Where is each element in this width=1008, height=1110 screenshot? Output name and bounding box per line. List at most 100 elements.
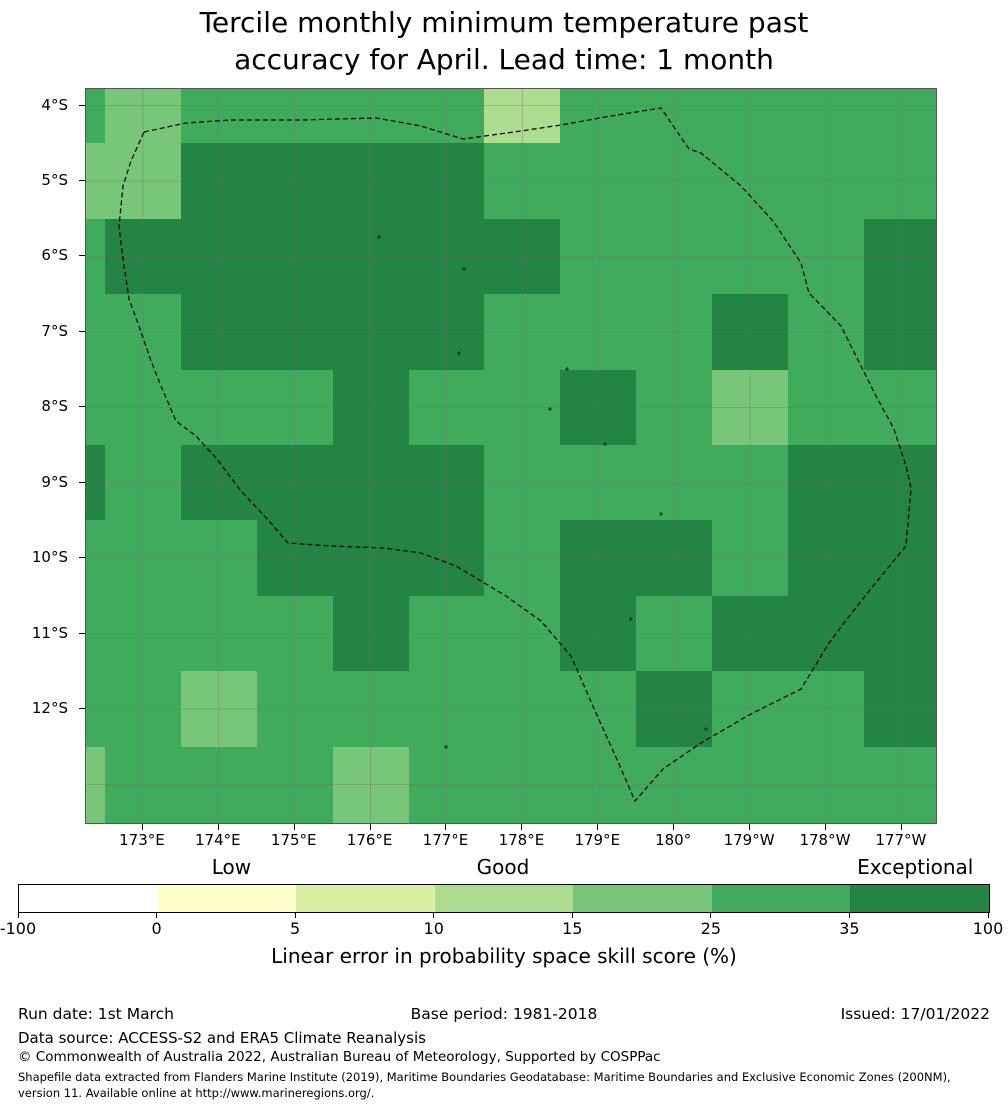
heatmap-cell	[104, 746, 181, 823]
y-tick-label: 9°S	[41, 472, 68, 491]
shapefile-note-text: Shapefile data extracted from Flanders M…	[18, 1070, 951, 1101]
heatmap-cell	[104, 294, 181, 370]
heatmap-cell	[863, 218, 936, 295]
heatmap-cell	[180, 218, 257, 295]
heatmap-cell	[712, 595, 788, 672]
heatmap-cell	[788, 143, 864, 219]
heatmap-cell	[484, 294, 561, 370]
heatmap-cell	[863, 595, 936, 672]
colorbar-caption: Low	[211, 855, 252, 879]
heatmap-cell	[86, 520, 105, 596]
heatmap-cell	[332, 218, 409, 295]
y-tickmark	[79, 330, 85, 332]
colorbar-tick-label: 0	[151, 919, 162, 938]
x-tick-label: 175°E	[270, 831, 317, 849]
island-mark	[603, 442, 607, 446]
heatmap-cell	[256, 294, 333, 370]
colorbar-captions: Low Good Exceptional	[18, 855, 988, 881]
heatmap-cell	[104, 445, 181, 521]
y-tick-label: 8°S	[41, 397, 68, 416]
x-tick-label: 179°W	[723, 831, 775, 849]
x-tick-label: 176°E	[346, 831, 393, 849]
heatmap-cell	[484, 595, 561, 672]
colorbar-segment	[573, 885, 712, 912]
heatmap-cell	[104, 520, 181, 596]
heatmap-cell	[560, 445, 637, 521]
heatmap-cell	[104, 595, 181, 672]
heatmap-cell	[560, 143, 637, 219]
heatmap-cell	[484, 143, 561, 219]
heatmap-cell	[560, 369, 637, 446]
heatmap-cell	[484, 746, 561, 823]
heatmap-cell	[560, 671, 637, 747]
base-period-text: Base period: 1981-2018	[410, 1005, 598, 1023]
heatmap-cell	[86, 89, 105, 144]
colorbar-segment	[296, 885, 435, 912]
heatmap-cell	[86, 143, 105, 219]
heatmap-cell	[863, 746, 936, 823]
heatmap-cell	[484, 445, 561, 521]
heatmap-cell	[408, 143, 485, 219]
x-tickmark	[673, 824, 675, 830]
y-tickmark	[79, 708, 85, 710]
heatmap-cell	[332, 445, 409, 521]
heatmap-cell	[636, 369, 713, 446]
heatmap-cell	[863, 369, 936, 446]
colorbar-caption: Good	[476, 855, 530, 879]
heatmap-cell	[788, 294, 864, 370]
heatmap-cell	[86, 218, 105, 295]
y-tick-label: 6°S	[41, 246, 68, 265]
heatmap-map	[85, 88, 937, 824]
heatmap-cell	[332, 595, 409, 672]
heatmap-cell	[484, 218, 561, 295]
heatmap-cell	[712, 445, 788, 521]
heatmap-cell	[104, 671, 181, 747]
chart-title: Tercile monthly minimum temperature past…	[0, 5, 1008, 79]
y-tick-label: 7°S	[41, 321, 68, 340]
heatmap-cell	[180, 294, 257, 370]
heatmap-cell	[408, 445, 485, 521]
meta-row: Run date: 1st March Base period: 1981-20…	[18, 1005, 990, 1025]
x-tickmark	[597, 824, 599, 830]
heatmap-cell	[636, 746, 713, 823]
heatmap-cell	[712, 369, 788, 446]
heatmap-cell	[863, 294, 936, 370]
colorbar-tick-label: 35	[839, 919, 860, 938]
heatmap-cell	[408, 369, 485, 446]
heatmap-cell	[180, 143, 257, 219]
heatmap-cell	[863, 520, 936, 596]
y-tickmark	[79, 406, 85, 408]
colorbar-tick-label: 15	[562, 919, 583, 938]
chart-title-line2: accuracy for April. Lead time: 1 month	[234, 42, 774, 76]
y-tickmark	[79, 104, 85, 106]
heatmap-cell	[256, 143, 333, 219]
heatmap-cell	[712, 218, 788, 295]
island-mark	[659, 512, 663, 516]
y-tick-label: 12°S	[31, 699, 68, 718]
heatmap-cell	[560, 89, 637, 144]
x-tickmark	[141, 824, 143, 830]
island-mark	[704, 727, 708, 731]
heatmap-cell	[104, 143, 181, 219]
heatmap-cell	[863, 671, 936, 747]
x-tick-label: 177°E	[422, 831, 469, 849]
heatmap-cell	[788, 595, 864, 672]
x-tick-label: 178°W	[799, 831, 851, 849]
x-axis-tick-labels: 173°E 174°E 175°E 176°E 177°E 178°E 179°E 180° 1…	[85, 831, 935, 853]
y-tickmark	[79, 180, 85, 182]
heatmap-cell	[863, 445, 936, 521]
y-tickmark	[79, 255, 85, 257]
heatmap-cell	[408, 595, 485, 672]
heatmap-cell	[560, 294, 637, 370]
x-tick-label: 178°E	[498, 831, 545, 849]
x-tickmark	[369, 824, 371, 830]
colorbar-axis-label: Linear error in probability space skill …	[271, 944, 737, 968]
y-tick-label: 10°S	[31, 548, 68, 567]
chart-title-line1: Tercile monthly minimum temperature past	[199, 6, 809, 39]
colorbar-segment	[157, 885, 297, 912]
y-tick-label: 4°S	[41, 95, 68, 114]
data-source-text: Data source: ACCESS-S2 and ERA5 Climate …	[18, 1029, 426, 1047]
heatmap-cell	[712, 89, 788, 144]
x-tickmark	[445, 824, 447, 830]
x-tickmark	[824, 824, 826, 830]
